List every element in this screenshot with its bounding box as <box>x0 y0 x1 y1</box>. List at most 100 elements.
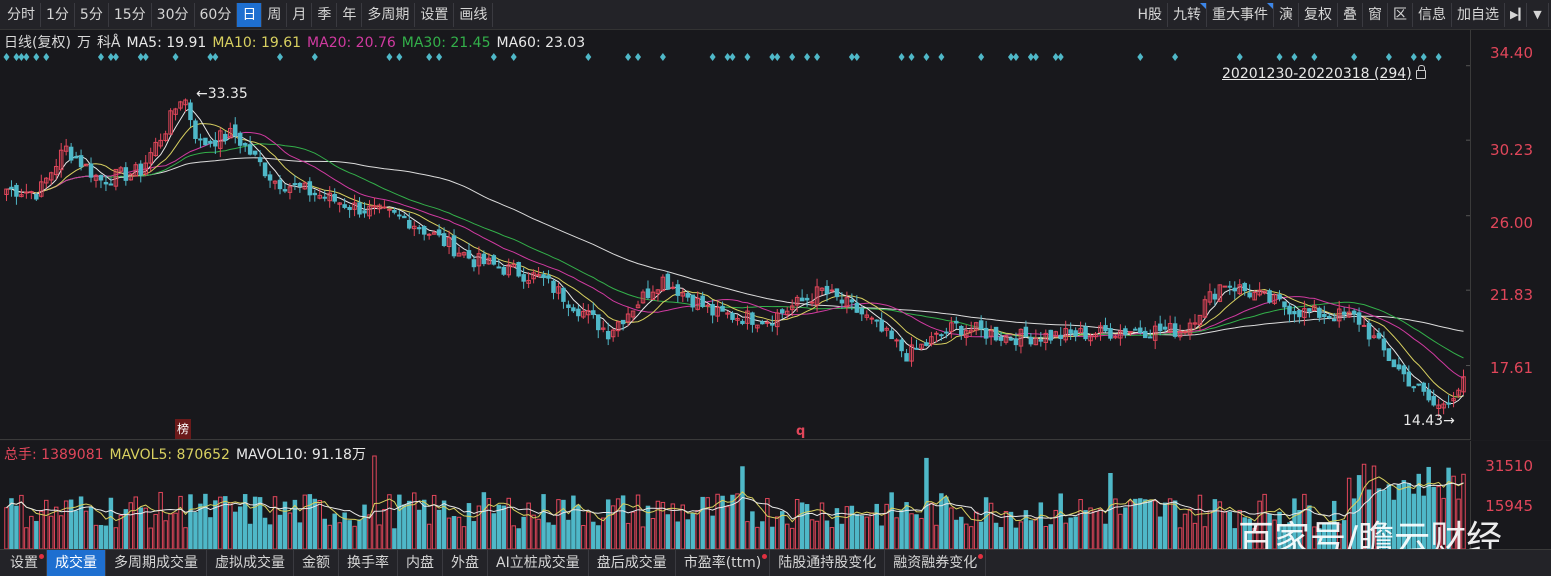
event-marker-icon[interactable] <box>490 53 497 61</box>
indicator-tab[interactable]: 陆股通持股变化 <box>770 550 886 576</box>
event-marker-icon[interactable] <box>212 53 219 61</box>
event-marker-icon[interactable] <box>744 53 751 61</box>
tool-button[interactable]: 窗 <box>1363 3 1388 27</box>
event-marker-icon[interactable] <box>1410 53 1417 61</box>
range-label[interactable]: 20201230-20220318 (294) <box>1222 65 1426 82</box>
period-tab[interactable]: 月 <box>287 3 313 27</box>
indicator-tab[interactable]: 金额 <box>294 550 339 576</box>
event-marker-icon[interactable] <box>923 53 930 61</box>
event-marker-icon[interactable] <box>724 53 731 61</box>
event-marker-icon[interactable] <box>396 53 403 61</box>
event-marker-icon[interactable] <box>1276 53 1283 61</box>
event-marker-icon[interactable] <box>1236 53 1243 61</box>
event-marker-icon[interactable] <box>848 53 855 61</box>
period-tab[interactable]: 5分 <box>75 3 109 27</box>
indicator-tab[interactable]: 融资融券变化 <box>885 550 987 576</box>
event-marker-icon[interactable] <box>1057 53 1064 61</box>
event-marker-icon[interactable] <box>1291 53 1298 61</box>
event-marker-icon[interactable] <box>142 53 149 61</box>
event-marker-icon[interactable] <box>33 53 40 61</box>
indicator-tab[interactable]: 成交量 <box>47 550 106 576</box>
event-marker-icon[interactable] <box>18 53 25 61</box>
period-tab[interactable]: 周 <box>262 3 288 27</box>
indicator-tab[interactable]: 盘后成交量 <box>589 550 676 576</box>
tool-button[interactable]: 复权 <box>1299 3 1338 27</box>
dropdown-arrow-icon[interactable]: ▼ <box>1527 3 1549 27</box>
event-marker-icon[interactable] <box>386 53 393 61</box>
event-marker-icon[interactable] <box>729 53 736 61</box>
event-marker-icon[interactable] <box>1385 53 1392 61</box>
event-marker-icon[interactable] <box>436 53 443 61</box>
kline-pane[interactable] <box>0 30 1470 440</box>
event-marker-icon[interactable] <box>635 53 642 61</box>
play-icon[interactable]: ▶▎ <box>1505 3 1527 27</box>
event-marker-icon[interactable] <box>13 53 20 61</box>
event-marker-icon[interactable] <box>938 53 945 61</box>
event-marker-icon[interactable] <box>43 53 50 61</box>
event-marker-icon[interactable] <box>107 53 114 61</box>
tool-button[interactable]: 九转 <box>1168 3 1207 27</box>
event-marker-icon[interactable] <box>311 53 318 61</box>
period-tab[interactable]: 季 <box>312 3 338 27</box>
event-marker-icon[interactable] <box>789 53 796 61</box>
event-marker-icon[interactable] <box>426 53 433 61</box>
event-marker-icon[interactable] <box>1420 53 1427 61</box>
period-tab[interactable]: 年 <box>337 3 363 27</box>
event-marker-icon[interactable] <box>853 53 860 61</box>
event-marker-icon[interactable] <box>112 53 119 61</box>
tool-button[interactable]: 重大事件 <box>1207 3 1274 27</box>
event-marker-icon[interactable] <box>804 53 811 61</box>
q-marker[interactable]: q <box>796 424 806 439</box>
event-marker-icon[interactable] <box>1137 53 1144 61</box>
event-marker-icon[interactable] <box>97 53 104 61</box>
indicator-tab[interactable]: AI立桩成交量 <box>488 550 589 576</box>
tool-button[interactable]: 加自选 <box>1452 3 1505 27</box>
event-marker-icon[interactable] <box>1435 53 1442 61</box>
period-tab[interactable]: 日 <box>237 3 263 27</box>
event-marker-icon[interactable] <box>207 53 214 61</box>
event-marker-icon[interactable] <box>978 53 985 61</box>
indicator-tab[interactable]: 外盘 <box>443 550 488 576</box>
event-marker-icon[interactable] <box>659 53 666 61</box>
event-marker-icon[interactable] <box>774 53 781 61</box>
event-marker-icon[interactable] <box>908 53 915 61</box>
event-marker-icon[interactable] <box>1007 53 1014 61</box>
event-marker-icon[interactable] <box>3 53 10 61</box>
bang-marker[interactable]: 榜 <box>175 419 191 439</box>
period-tab[interactable]: 30分 <box>152 3 195 27</box>
period-tab[interactable]: 设置 <box>415 3 455 27</box>
event-marker-icon[interactable] <box>1052 53 1059 61</box>
event-marker-icon[interactable] <box>1172 53 1179 61</box>
tool-button[interactable]: 叠 <box>1338 3 1363 27</box>
event-marker-icon[interactable] <box>769 53 776 61</box>
event-marker-icon[interactable] <box>1027 53 1034 61</box>
chart-title[interactable]: 日线(复权) <box>4 35 71 51</box>
event-marker-icon[interactable] <box>276 53 283 61</box>
event-marker-icon[interactable] <box>23 53 30 61</box>
tool-button[interactable]: 区 <box>1388 3 1413 27</box>
tool-button[interactable]: 演 <box>1274 3 1299 27</box>
event-marker-icon[interactable] <box>510 53 517 61</box>
event-marker-icon[interactable] <box>172 53 179 61</box>
period-tab[interactable]: 15分 <box>109 3 152 27</box>
period-tab[interactable]: 分时 <box>2 3 41 27</box>
event-marker-icon[interactable] <box>1351 53 1358 61</box>
indicator-tab[interactable]: 内盘 <box>398 550 443 576</box>
event-marker-icon[interactable] <box>1311 53 1318 61</box>
event-marker-icon[interactable] <box>709 53 716 61</box>
indicator-tab[interactable]: 换手率 <box>339 550 398 576</box>
event-marker-icon[interactable] <box>1032 53 1039 61</box>
event-marker-icon[interactable] <box>814 53 821 61</box>
period-tab[interactable]: 1分 <box>41 3 75 27</box>
period-tab[interactable]: 画线 <box>454 3 494 27</box>
period-tab[interactable]: 60分 <box>195 3 238 27</box>
indicator-tab[interactable]: 市盈率(ttm) <box>676 550 771 576</box>
event-marker-icon[interactable] <box>1012 53 1019 61</box>
event-marker-icon[interactable] <box>625 53 632 61</box>
lock-icon[interactable] <box>1415 65 1426 79</box>
tool-button[interactable]: H股 <box>1132 3 1168 27</box>
event-marker-icon[interactable] <box>898 53 905 61</box>
event-marker-icon[interactable] <box>137 53 144 61</box>
indicator-tab[interactable]: 虚拟成交量 <box>207 550 294 576</box>
indicator-tab[interactable]: 设置 <box>2 550 47 576</box>
